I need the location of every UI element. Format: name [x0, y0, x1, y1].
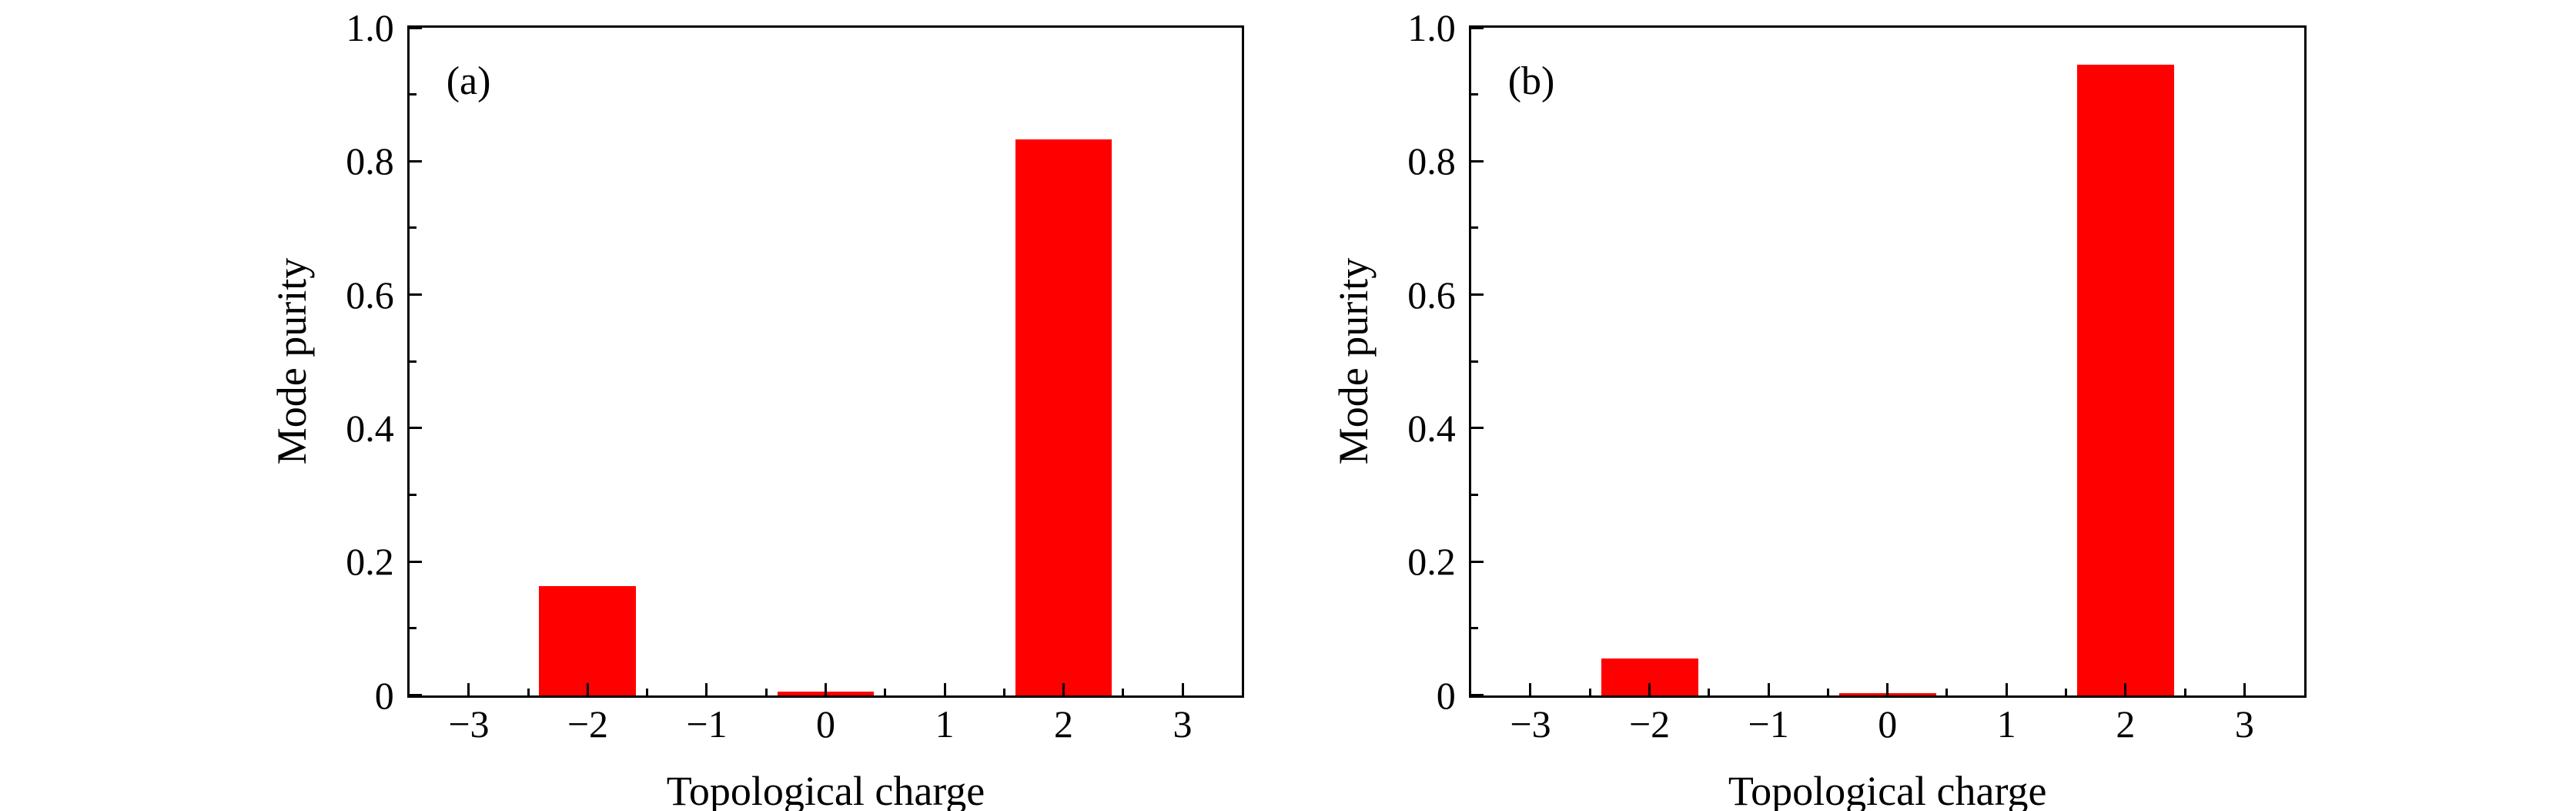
x-minor-tick — [2065, 688, 2068, 695]
x-tick-label: 2 — [1054, 702, 1074, 746]
panel-a-label: (a) — [446, 59, 491, 103]
x-minor-tick — [764, 688, 768, 695]
x-minor-tick — [1002, 688, 1005, 695]
x-major-tick — [467, 682, 470, 695]
x-tick-label: 1 — [935, 702, 955, 746]
y-major-tick — [1470, 427, 1484, 430]
y-minor-tick — [1470, 93, 1478, 96]
x-tick-label: 3 — [2234, 702, 2254, 746]
bar — [2076, 64, 2174, 695]
y-tick-label: 0 — [374, 673, 394, 717]
plot-area-b — [1468, 25, 2307, 698]
y-tick-label: 0.8 — [1407, 139, 1456, 183]
y-tick-label: 1.0 — [1407, 6, 1456, 49]
x-tick-label: 0 — [1878, 702, 1898, 746]
y-tick-label: 0 — [1436, 673, 1456, 717]
plot-area-a — [406, 25, 1245, 698]
x-major-tick — [2243, 682, 2246, 695]
y-major-tick — [1470, 26, 1484, 29]
bar — [777, 692, 875, 695]
ticks-layer-a — [409, 26, 1243, 696]
panel-b-label: (b) — [1507, 59, 1555, 103]
y-minor-tick — [1470, 360, 1478, 363]
x-tick-label: 3 — [1173, 702, 1193, 746]
x-major-tick — [2005, 682, 2008, 695]
x-major-tick — [1529, 682, 1532, 695]
x-minor-tick — [527, 688, 530, 695]
bars-layer-b — [1471, 28, 2304, 695]
x-minor-tick — [884, 688, 887, 695]
x-major-tick — [1648, 682, 1651, 695]
y-major-tick — [409, 26, 422, 29]
x-minor-tick — [1122, 688, 1125, 695]
x-major-tick — [2124, 682, 2127, 695]
x-tick-label: −3 — [448, 702, 490, 746]
y-tick-label: 1.0 — [346, 6, 394, 49]
x-tick-label: −3 — [1510, 702, 1551, 746]
bar — [1838, 692, 1936, 695]
y-major-tick — [1470, 694, 1484, 696]
y-tick-label: 0.4 — [346, 406, 394, 450]
y-minor-tick — [409, 494, 417, 497]
x-axis-title: Topological charge — [666, 768, 985, 811]
y-minor-tick — [409, 627, 417, 630]
x-axis-title: Topological charge — [1728, 768, 2047, 811]
y-major-tick — [1470, 560, 1484, 563]
x-major-tick — [1886, 682, 1889, 695]
x-tick-label: −2 — [567, 702, 609, 746]
x-tick-label: −1 — [686, 702, 728, 746]
y-axis-title-box-b: Mode purity — [1330, 92, 1379, 631]
y-major-tick — [1470, 159, 1484, 163]
x-minor-tick — [646, 688, 649, 695]
y-tick-label: 0.4 — [1407, 406, 1456, 450]
x-minor-tick — [1708, 688, 1711, 695]
y-minor-tick — [409, 360, 417, 363]
y-tick-label: 0.6 — [346, 273, 394, 317]
ticks-layer-b — [1470, 26, 2304, 696]
x-major-tick — [1062, 682, 1066, 695]
y-major-tick — [409, 694, 422, 696]
y-minor-tick — [1470, 627, 1478, 630]
bar — [539, 586, 637, 695]
bar — [1601, 658, 1698, 695]
y-minor-tick — [409, 93, 417, 96]
y-tick-label: 0.8 — [346, 139, 394, 183]
y-major-tick — [409, 293, 422, 297]
y-axis-title: Mode purity — [269, 258, 316, 465]
x-tick-label: 0 — [816, 702, 835, 746]
y-minor-tick — [409, 226, 417, 230]
x-major-tick — [824, 682, 827, 695]
bars-layer-a — [410, 28, 1243, 695]
x-tick-label: −1 — [1748, 702, 1789, 746]
y-axis-title-box-a: Mode purity — [268, 92, 317, 631]
bar — [1015, 139, 1112, 695]
x-major-tick — [586, 682, 589, 695]
x-major-tick — [1181, 682, 1184, 695]
x-minor-tick — [1826, 688, 1829, 695]
x-minor-tick — [1588, 688, 1591, 695]
y-major-tick — [409, 427, 422, 430]
x-tick-label: −2 — [1628, 702, 1671, 746]
x-major-tick — [1767, 682, 1770, 695]
x-tick-label: 2 — [2116, 702, 2136, 746]
y-minor-tick — [1470, 226, 1478, 230]
x-tick-label: 1 — [1996, 702, 2016, 746]
y-major-tick — [409, 560, 422, 563]
y-major-tick — [409, 159, 422, 163]
y-minor-tick — [1470, 494, 1478, 497]
x-minor-tick — [1945, 688, 1949, 695]
y-tick-label: 0.2 — [346, 540, 394, 584]
y-axis-title: Mode purity — [1330, 258, 1377, 465]
x-major-tick — [705, 682, 708, 695]
y-major-tick — [1470, 293, 1484, 297]
x-minor-tick — [2183, 688, 2186, 695]
y-tick-label: 0.6 — [1407, 273, 1456, 317]
x-major-tick — [943, 682, 946, 695]
y-tick-label: 0.2 — [1407, 540, 1456, 584]
